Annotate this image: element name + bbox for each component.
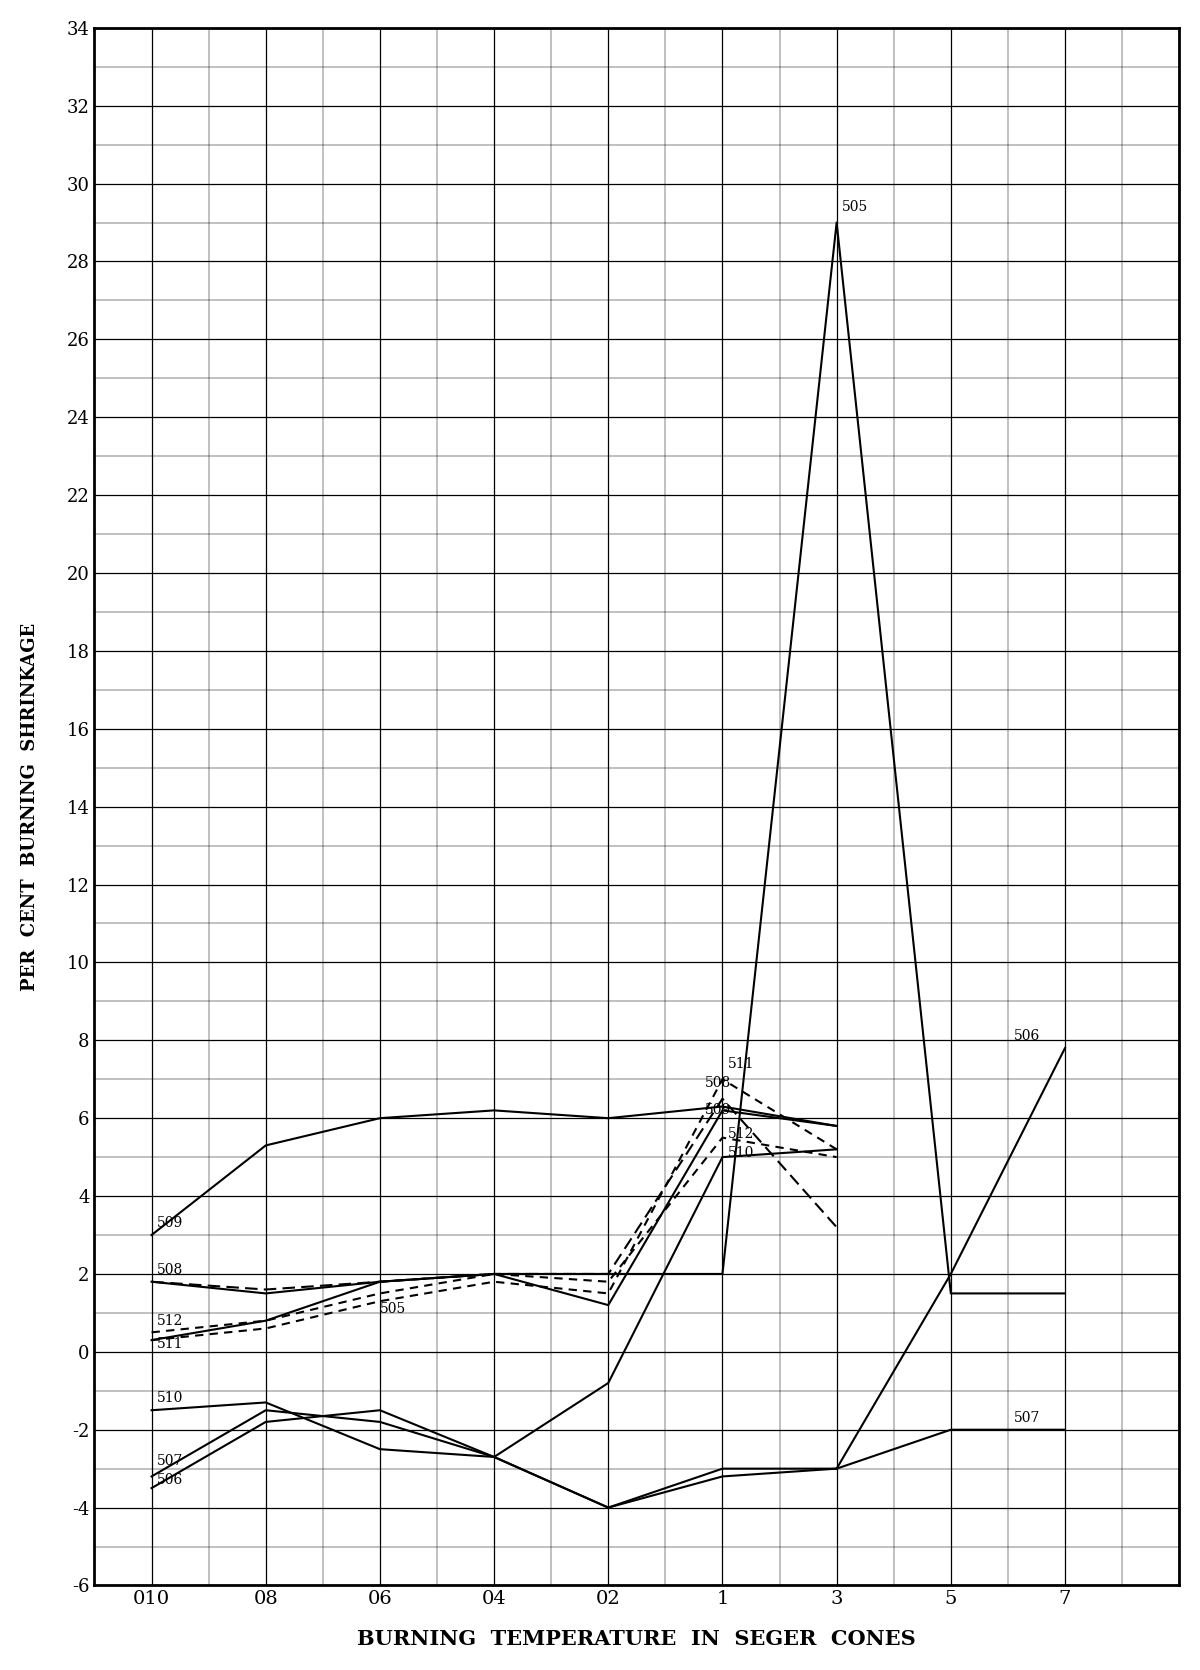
Text: 508: 508 xyxy=(157,1263,184,1278)
Text: 511: 511 xyxy=(728,1057,755,1070)
Text: 506: 506 xyxy=(1014,1029,1040,1044)
Text: 509: 509 xyxy=(157,1216,184,1231)
Text: 507: 507 xyxy=(157,1455,184,1468)
Text: 510: 510 xyxy=(728,1146,755,1161)
Text: 511: 511 xyxy=(157,1338,184,1351)
Text: 512: 512 xyxy=(157,1314,184,1328)
Text: 505: 505 xyxy=(380,1303,406,1316)
Y-axis label: PER  CENT  BURNING  SHRINKAGE: PER CENT BURNING SHRINKAGE xyxy=(20,623,38,990)
Text: 508: 508 xyxy=(706,1075,732,1091)
Text: 512: 512 xyxy=(728,1127,755,1141)
Text: 507: 507 xyxy=(1014,1411,1040,1425)
Text: 505: 505 xyxy=(842,200,869,214)
Text: 509: 509 xyxy=(706,1104,732,1117)
Text: 510: 510 xyxy=(157,1391,184,1406)
X-axis label: BURNING  TEMPERATURE  IN  SEGER  CONES: BURNING TEMPERATURE IN SEGER CONES xyxy=(358,1630,916,1650)
Text: 506: 506 xyxy=(157,1473,184,1488)
